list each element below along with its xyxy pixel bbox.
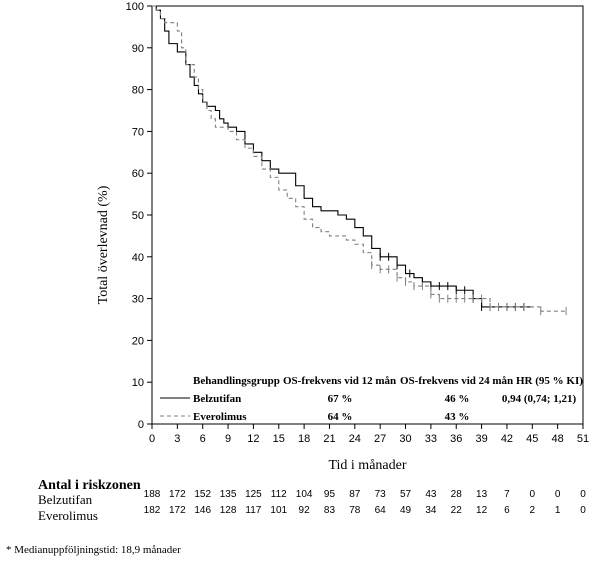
legend-os24-value: 46 % — [445, 393, 470, 405]
x-tick-label: 33 — [425, 433, 437, 445]
risk-count: 83 — [324, 505, 336, 516]
risk-row-label: Belzutifan — [38, 492, 93, 507]
legend-os12-value: 67 % — [328, 393, 353, 405]
x-tick-label: 27 — [374, 433, 386, 445]
plot-frame — [151, 5, 584, 425]
risk-count: 64 — [375, 505, 387, 516]
risk-count: 12 — [476, 505, 488, 516]
footnote: * Medianuppföljningstid: 18,9 månader — [6, 544, 181, 556]
x-tick-label: 12 — [247, 433, 259, 445]
risk-count: 135 — [220, 489, 237, 500]
x-tick-label: 30 — [399, 433, 411, 445]
legend-os24-value: 43 % — [445, 411, 470, 423]
x-tick-label: 15 — [273, 433, 285, 445]
y-tick-label: 100 — [126, 1, 144, 13]
legend-group-name: Everolimus — [193, 411, 247, 423]
risk-count: 172 — [169, 489, 186, 500]
risk-count: 172 — [169, 505, 186, 516]
x-tick-label: 3 — [174, 433, 180, 445]
risk-count: 49 — [400, 505, 412, 516]
risk-count: 1 — [555, 505, 561, 516]
series-line-everolimus — [152, 5, 567, 312]
x-tick-label: 39 — [475, 433, 487, 445]
x-tick-label: 42 — [501, 433, 513, 445]
legend-table-header: OS-frekvens vid 24 mån — [400, 375, 513, 387]
y-tick-label: 0 — [138, 419, 144, 431]
risk-count: 0 — [530, 489, 536, 500]
risk-count: 7 — [504, 489, 510, 500]
risk-count: 73 — [375, 489, 387, 500]
risk-table-title: Antal i riskzonen — [38, 478, 141, 493]
x-tick-label: 36 — [450, 433, 462, 445]
x-tick-label: 24 — [349, 433, 361, 445]
risk-count: 117 — [245, 505, 261, 516]
x-axis-title: Tid i månader — [328, 458, 406, 473]
x-tick-label: 48 — [552, 433, 564, 445]
x-tick-label: 18 — [298, 433, 310, 445]
risk-count: 2 — [530, 505, 536, 516]
y-tick-label: 40 — [132, 252, 144, 264]
y-tick-label: 20 — [132, 335, 144, 347]
risk-count: 87 — [349, 489, 361, 500]
risk-count: 6 — [504, 505, 510, 516]
risk-count: 34 — [425, 505, 437, 516]
legend-group-name: Belzutifan — [193, 393, 241, 405]
y-tick-label: 90 — [132, 43, 144, 55]
x-tick-label: 21 — [323, 433, 335, 445]
risk-count: 182 — [144, 505, 161, 516]
risk-row-label: Everolimus — [38, 508, 98, 523]
y-tick-label: 30 — [132, 294, 144, 306]
x-tick-label: 51 — [577, 433, 589, 445]
risk-count: 95 — [324, 489, 336, 500]
y-tick-label: 70 — [132, 126, 144, 138]
risk-count: 0 — [580, 489, 586, 500]
x-tick-label: 6 — [200, 433, 206, 445]
y-tick-label: 80 — [132, 85, 144, 97]
risk-count: 28 — [451, 489, 463, 500]
risk-count: 13 — [476, 489, 488, 500]
risk-count: 43 — [425, 489, 437, 500]
risk-count: 125 — [245, 489, 262, 500]
y-axis-title: Total överlevnad (%) — [96, 185, 111, 304]
risk-count: 146 — [194, 505, 211, 516]
risk-count: 188 — [144, 489, 161, 500]
legend-os12-value: 64 % — [328, 411, 353, 423]
risk-count: 101 — [270, 505, 287, 516]
x-tick-label: 45 — [526, 433, 538, 445]
risk-count: 78 — [349, 505, 361, 516]
legend-table-header: OS-frekvens vid 12 mån — [283, 375, 396, 387]
y-tick-label: 10 — [132, 377, 144, 389]
legend-table-header: Behandlingsgrupp — [193, 375, 280, 387]
risk-count: 128 — [220, 505, 237, 516]
risk-count: 0 — [555, 489, 561, 500]
risk-count: 22 — [451, 505, 463, 516]
x-tick-label: 0 — [149, 433, 155, 445]
risk-count: 112 — [271, 489, 287, 500]
risk-count: 152 — [194, 489, 211, 500]
y-tick-label: 50 — [132, 210, 144, 222]
x-tick-label: 9 — [225, 433, 231, 445]
legend-hr-value: 0,94 (0,74; 1,21) — [502, 393, 577, 405]
risk-count: 92 — [299, 505, 311, 516]
series-line-belzutifan — [152, 5, 533, 308]
risk-count: 57 — [400, 489, 412, 500]
risk-count: 0 — [580, 505, 586, 516]
legend-table-header: HR (95 % KI) — [516, 375, 583, 387]
risk-count: 104 — [296, 489, 313, 500]
y-tick-label: 60 — [132, 168, 144, 180]
